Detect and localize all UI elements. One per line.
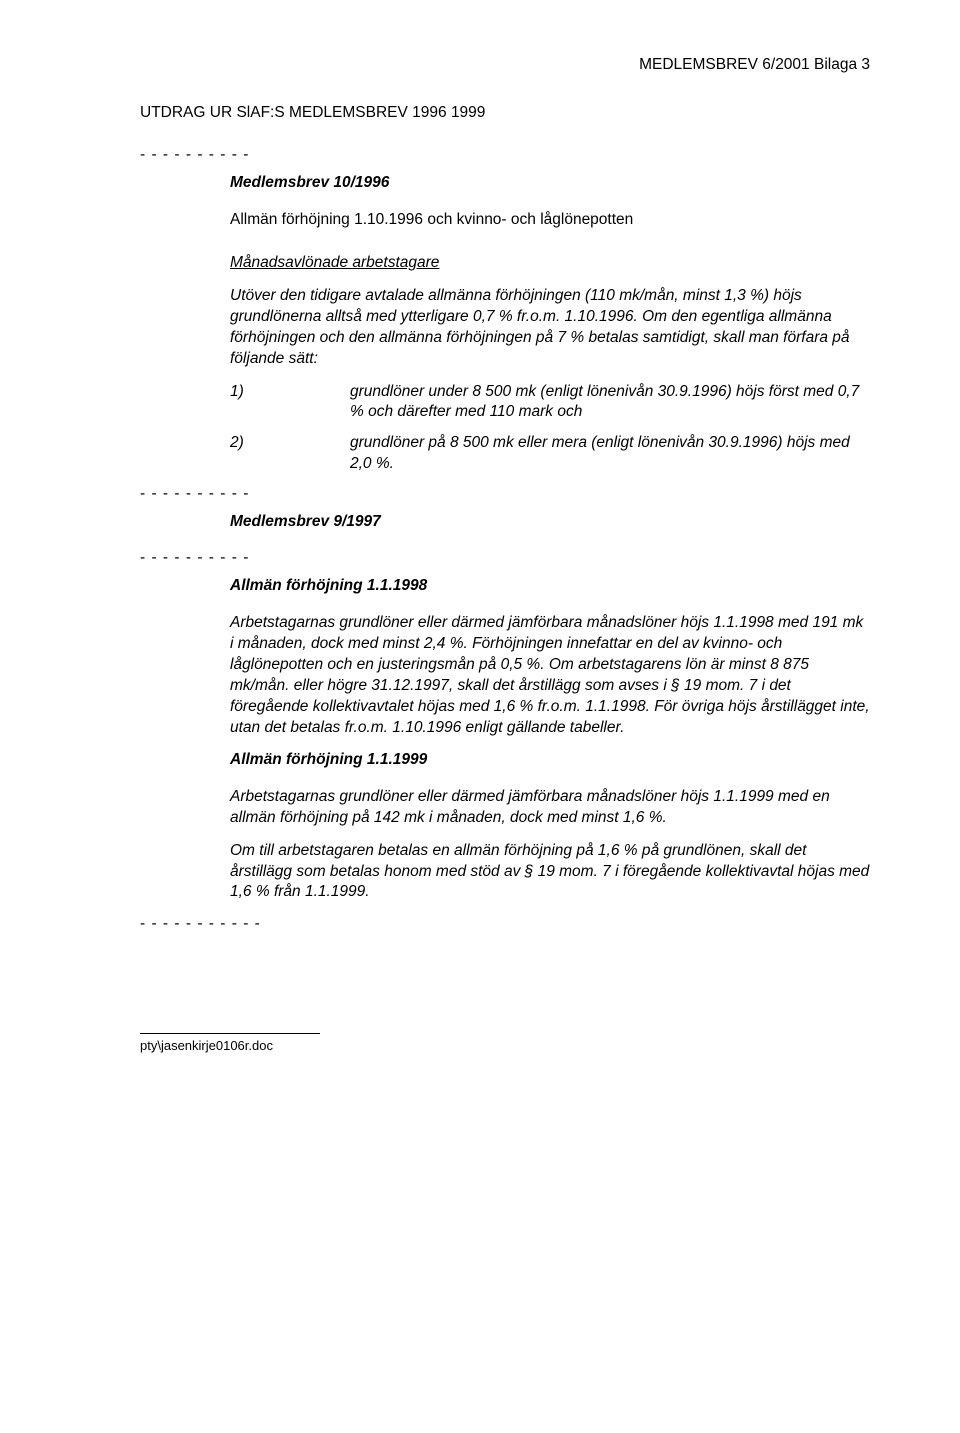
sec1-h2: Månadsavlönade arbetstagare bbox=[230, 253, 870, 274]
sec1-item1: 1) grundlöner under 8 500 mk (enligt lön… bbox=[230, 382, 870, 424]
sec2-p1999b: Om till arbetstagaren betalas en allmän … bbox=[230, 841, 870, 904]
footer-rule bbox=[140, 1033, 320, 1034]
sec2-title: Medlemsbrev 9/1997 bbox=[230, 513, 870, 531]
page-header: MEDLEMSBREV 6/2001 Bilaga 3 bbox=[140, 56, 870, 74]
sec1-item2: 2) grundlöner på 8 500 mk eller mera (en… bbox=[230, 433, 870, 475]
sec2-h1998: Allmän förhöjning 1.1.1998 bbox=[230, 577, 870, 595]
sec1-item2-num: 2) bbox=[230, 433, 350, 475]
footer-text: pty\jasenkirje0106r.doc bbox=[140, 1038, 870, 1053]
dashes-3: - - - - - - - - - - bbox=[140, 549, 870, 567]
dashes-2: - - - - - - - - - - bbox=[140, 485, 870, 503]
sec1-p1: Utöver den tidigare avtalade allmänna fö… bbox=[230, 286, 870, 370]
main-title: UTDRAG UR SlAF:S MEDLEMSBREV 1996 1999 bbox=[140, 104, 870, 122]
sec2-p1999a: Arbetstagarnas grundlöner eller därmed j… bbox=[230, 787, 870, 829]
sec1-h1: Allmän förhöjning 1.10.1996 och kvinno- … bbox=[230, 210, 870, 231]
sec1-item2-text: grundlöner på 8 500 mk eller mera (enlig… bbox=[350, 433, 870, 475]
sec1-item1-num: 1) bbox=[230, 382, 350, 424]
sec1-title: Medlemsbrev 10/1996 bbox=[230, 174, 870, 192]
sec2-h1999: Allmän förhöjning 1.1.1999 bbox=[230, 751, 870, 769]
dashes-4: - - - - - - - - - - - bbox=[140, 915, 870, 933]
dashes-1: - - - - - - - - - - bbox=[140, 146, 870, 164]
sec1-item1-text: grundlöner under 8 500 mk (enligt löneni… bbox=[350, 382, 870, 424]
sec2-p1998a: Arbetstagarnas grundlöner eller därmed j… bbox=[230, 613, 870, 739]
